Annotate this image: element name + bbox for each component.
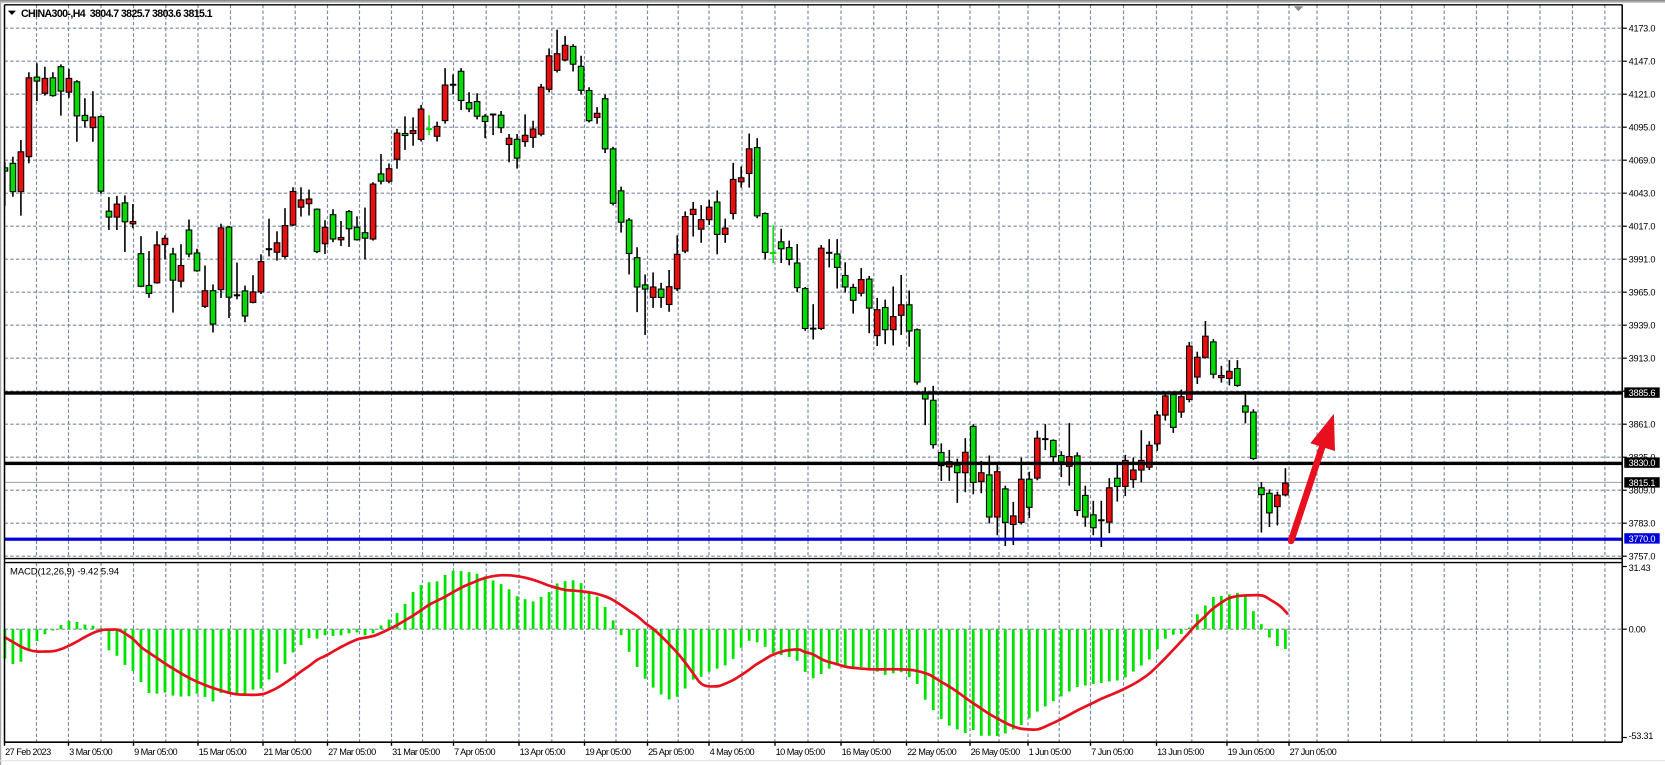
svg-text:4121.0: 4121.0 bbox=[1629, 90, 1656, 100]
svg-text:19 Apr 05:00: 19 Apr 05:00 bbox=[585, 747, 631, 757]
svg-text:3965.0: 3965.0 bbox=[1629, 288, 1656, 298]
svg-text:27 Mar 05:00: 27 Mar 05:00 bbox=[328, 747, 376, 757]
svg-text:10 May 05:00: 10 May 05:00 bbox=[776, 747, 826, 757]
svg-text:21 Mar 05:00: 21 Mar 05:00 bbox=[264, 747, 312, 757]
svg-text:27 Feb 2023: 27 Feb 2023 bbox=[5, 747, 51, 757]
svg-text:3830.0: 3830.0 bbox=[1629, 458, 1656, 468]
svg-text:31 Mar 05:00: 31 Mar 05:00 bbox=[392, 747, 440, 757]
svg-text:15 Mar 05:00: 15 Mar 05:00 bbox=[199, 747, 247, 757]
svg-text:4043.0: 4043.0 bbox=[1629, 189, 1656, 199]
svg-text:25 Apr 05:00: 25 Apr 05:00 bbox=[648, 747, 694, 757]
svg-text:4069.0: 4069.0 bbox=[1629, 156, 1656, 166]
svg-text:27 Jun 05:00: 27 Jun 05:00 bbox=[1290, 747, 1337, 757]
svg-text:1 Jun 05:00: 1 Jun 05:00 bbox=[1029, 747, 1071, 757]
svg-text:3809.0: 3809.0 bbox=[1629, 486, 1656, 496]
svg-text:0.00: 0.00 bbox=[1629, 625, 1646, 635]
svg-text:3783.0: 3783.0 bbox=[1629, 519, 1656, 529]
svg-text:7 Jun 05:00: 7 Jun 05:00 bbox=[1091, 747, 1133, 757]
svg-text:19 Jun 05:00: 19 Jun 05:00 bbox=[1228, 747, 1275, 757]
svg-text:3 Mar 05:00: 3 Mar 05:00 bbox=[69, 747, 112, 757]
svg-text:26 May 05:00: 26 May 05:00 bbox=[971, 747, 1021, 757]
svg-text:3770.0: 3770.0 bbox=[1629, 534, 1656, 544]
svg-text:CHINA300-,H4 3804.7 3825.7 38: CHINA300-,H4 3804.7 3825.7 3803.6 3815.1 bbox=[21, 8, 213, 20]
svg-text:3815.1: 3815.1 bbox=[1629, 478, 1656, 488]
svg-text:13 Apr 05:00: 13 Apr 05:00 bbox=[520, 747, 566, 757]
svg-text:-53.31: -53.31 bbox=[1629, 731, 1654, 741]
svg-text:22 May 05:00: 22 May 05:00 bbox=[907, 747, 957, 757]
svg-text:MACD(12,26,9) -9.42 5.94: MACD(12,26,9) -9.42 5.94 bbox=[10, 566, 119, 577]
svg-text:31.43: 31.43 bbox=[1629, 563, 1651, 573]
svg-text:4 May 05:00: 4 May 05:00 bbox=[710, 747, 755, 757]
svg-text:3991.0: 3991.0 bbox=[1629, 255, 1656, 265]
svg-text:4173.0: 4173.0 bbox=[1629, 24, 1656, 34]
svg-text:3861.0: 3861.0 bbox=[1629, 420, 1656, 430]
svg-text:3757.0: 3757.0 bbox=[1629, 552, 1656, 562]
svg-text:16 May 05:00: 16 May 05:00 bbox=[842, 747, 892, 757]
svg-text:4017.0: 4017.0 bbox=[1629, 222, 1656, 232]
svg-text:13 Jun 05:00: 13 Jun 05:00 bbox=[1157, 747, 1204, 757]
svg-text:4095.0: 4095.0 bbox=[1629, 123, 1656, 133]
svg-text:7 Apr 05:00: 7 Apr 05:00 bbox=[454, 747, 495, 757]
svg-text:3913.0: 3913.0 bbox=[1629, 354, 1656, 364]
svg-text:4147.0: 4147.0 bbox=[1629, 57, 1656, 67]
svg-text:9 Mar 05:00: 9 Mar 05:00 bbox=[134, 747, 177, 757]
svg-text:3939.0: 3939.0 bbox=[1629, 321, 1656, 331]
svg-text:3885.6: 3885.6 bbox=[1629, 388, 1656, 398]
